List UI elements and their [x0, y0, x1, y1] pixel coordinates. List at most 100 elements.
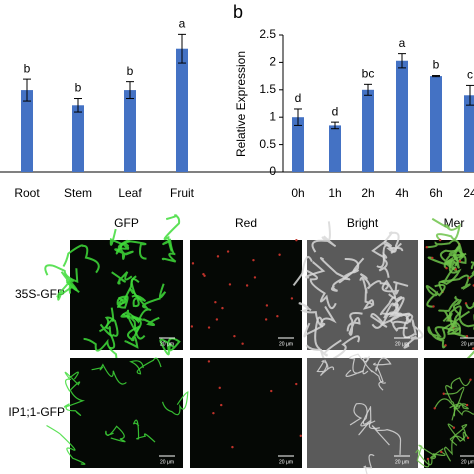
cell-pattern [46, 357, 189, 465]
cell-outline [381, 279, 409, 299]
x-tick-label: 6h [429, 186, 442, 200]
cell-outline [371, 240, 392, 269]
scale-bar-label: 20 μm [279, 459, 293, 465]
cell-outline [345, 353, 370, 377]
red-speck [471, 347, 474, 350]
red-speck [252, 258, 255, 262]
red-speck [466, 436, 470, 440]
cell-pattern [44, 214, 181, 367]
red-speck [207, 326, 211, 329]
cell-outline [303, 306, 337, 338]
red-speck [444, 344, 447, 347]
cell-outline [346, 312, 363, 336]
cell-outline [451, 310, 474, 328]
y-tick-label: 1 [269, 109, 276, 123]
y-tick-label: 0 [269, 164, 276, 178]
bar [292, 117, 304, 172]
x-tick-label: 24 [463, 186, 474, 200]
y-axis-label: Relative Expression [234, 51, 248, 157]
red-speck [468, 276, 471, 280]
red-speck [278, 253, 281, 256]
scale-bar-label: 20 μm [279, 341, 293, 347]
cell-outline [436, 322, 469, 340]
x-tick-label: Stem [64, 186, 92, 200]
micrograph [70, 358, 183, 468]
cell-outline [63, 390, 86, 416]
cell-outline [451, 402, 469, 421]
red-speck [458, 260, 462, 263]
red-speck [191, 262, 195, 265]
cell-outline [359, 276, 375, 310]
x-tick-label: 0h [291, 186, 304, 200]
cell-outline [44, 264, 79, 284]
bar [396, 60, 408, 173]
red-speck [233, 334, 236, 338]
significance-letter: bc [362, 66, 375, 80]
cell-outline [425, 283, 446, 308]
cell-outline [91, 363, 127, 385]
red-speck [440, 450, 443, 454]
bar [329, 125, 341, 172]
cell-outline [132, 419, 156, 443]
cell-outline [464, 301, 474, 310]
red-speck [220, 403, 223, 407]
bar [176, 48, 188, 172]
red-speck [431, 256, 434, 260]
cell-outline [124, 325, 140, 349]
significance-letter: a [399, 36, 406, 50]
scale-bar-label: 20 μm [160, 341, 174, 347]
cell-outline [445, 377, 472, 417]
red-speck [216, 255, 220, 258]
cell-pattern [207, 360, 302, 449]
cell-outline [298, 302, 324, 328]
red-speck [299, 434, 302, 438]
cell-outline [431, 217, 462, 241]
scale-bar-label: 20 μm [461, 341, 474, 347]
red-speck [290, 297, 294, 300]
cell-outline [62, 244, 100, 274]
significance-letter: d [295, 91, 302, 105]
cell-outline [129, 357, 162, 375]
red-speck [245, 284, 249, 287]
significance-letter: b [75, 81, 82, 95]
scale-bar-label: 20 μm [395, 341, 409, 347]
significance-letter: b [24, 61, 31, 75]
significance-letter: d [332, 104, 339, 118]
cell-outline [120, 308, 152, 324]
significance-letter: a [179, 17, 186, 31]
x-tick-label: 4h [395, 186, 408, 200]
cell-pattern [415, 377, 474, 468]
bar [362, 89, 374, 172]
red-speck [226, 250, 230, 253]
cell-pattern [292, 221, 424, 364]
cell-outline [447, 423, 468, 446]
column-header: Red [235, 216, 257, 230]
red-speck [264, 318, 268, 321]
cell-outline [349, 402, 376, 427]
cell-outline [379, 296, 403, 316]
cell-outline [161, 238, 177, 263]
cell-outline [130, 278, 147, 308]
red-speck [432, 305, 435, 308]
red-speck [218, 386, 221, 390]
cell-outline [105, 425, 126, 443]
red-speck [228, 283, 232, 286]
cell-outline [131, 314, 160, 327]
panel-label: b [233, 2, 243, 22]
cell-outline [444, 431, 469, 462]
red-speck [276, 315, 279, 318]
cell-outline [363, 454, 375, 474]
red-speck [270, 389, 273, 393]
cell-outline [416, 444, 444, 468]
cell-outline [427, 326, 455, 349]
red-speck [231, 445, 234, 449]
scale-bar-label: 20 μm [395, 459, 409, 465]
x-tick-label: Root [14, 186, 40, 200]
cell-outline [359, 273, 389, 291]
bar [464, 95, 474, 172]
cell-outline [390, 313, 414, 332]
row-label: 35S-GFP [15, 287, 65, 301]
cell-outline [373, 357, 392, 391]
